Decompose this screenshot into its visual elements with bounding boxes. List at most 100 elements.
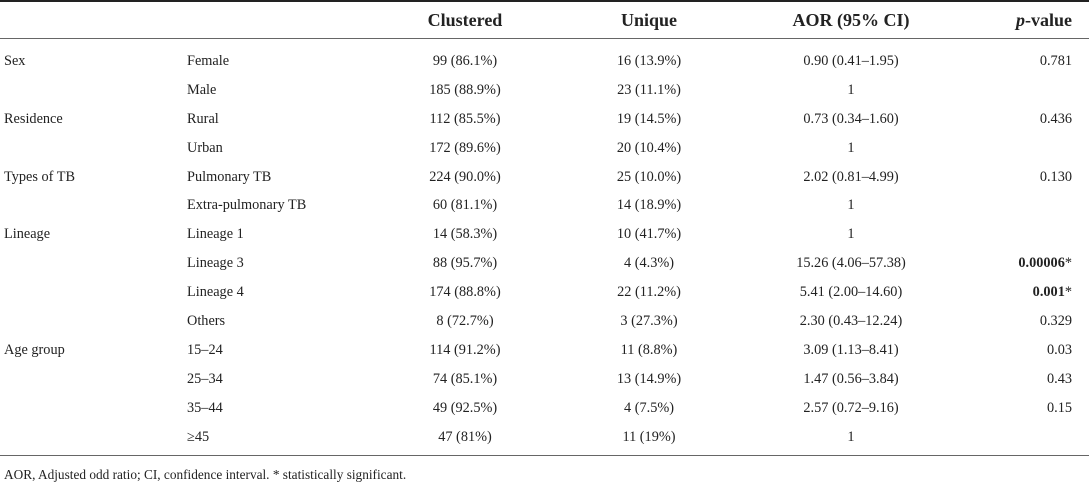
row-subgroup-label: 35–44	[187, 399, 223, 416]
cell-p-value: 0.436	[1040, 105, 1072, 134]
cell-clustered: 224 (90.0%)	[429, 168, 501, 185]
row-subgroup-label: Others	[187, 313, 226, 330]
cell-clustered: 60 (81.1%)	[432, 197, 498, 214]
table-row: Lineage Lineage 1 14 (58.3%) 10 (41.7%) 1	[0, 220, 1089, 249]
cell-unique: 13 (14.9%)	[616, 370, 682, 387]
cell-aor: 1	[847, 226, 855, 243]
table-row: Types of TB Pulmonary TB 224 (90.0%) 25 (10…	[0, 163, 1089, 192]
cell-unique: 23 (11.1%)	[617, 81, 681, 98]
header-unique: Unique	[620, 10, 678, 30]
cell-unique: 11 (19%)	[622, 428, 676, 445]
table-row: Residence Rural 112 (85.5%) 19 (14.5%) 0.73 …	[0, 105, 1089, 134]
row-subgroup-label: Female	[187, 53, 230, 69]
significance-mark: *	[1064, 255, 1072, 272]
row-subgroup-label: Pulmonary TB	[187, 168, 272, 185]
cell-clustered: 8 (72.7%)	[436, 313, 494, 330]
table-bottom-rule	[0, 455, 1089, 456]
cell-p-value: 0.15	[1047, 394, 1072, 423]
cell-clustered: 88 (95.7%)	[432, 255, 498, 272]
significance-mark: *	[1064, 284, 1072, 301]
cell-p-value: 0.329	[1040, 307, 1072, 336]
p-value-number: 0.329	[1039, 313, 1072, 330]
cell-p-value: 0.43	[1047, 365, 1072, 394]
cell-aor: 0.73 (0.34–1.60)	[803, 110, 899, 127]
p-value-number: 0.130	[1039, 168, 1072, 185]
cell-unique: 22 (11.2%)	[617, 284, 681, 301]
table-row: 35–44 49 (92.5%) 4 (7.5%) 2.57 (0.72–9.16) 0…	[0, 394, 1089, 423]
cell-clustered: 172 (89.6%)	[429, 139, 501, 156]
row-subgroup-label: Rural	[187, 110, 219, 127]
p-value-number: 0.436	[1039, 110, 1072, 127]
header-p-value: p-value	[1016, 2, 1072, 38]
cell-clustered: 174 (88.8%)	[429, 284, 501, 301]
cell-clustered: 112 (85.5%)	[429, 110, 501, 127]
cell-p-value: 0.001*	[1033, 278, 1072, 307]
cell-aor: 3.09 (1.13–8.41)	[803, 341, 899, 358]
header-clustered: Clustered	[427, 10, 503, 30]
cell-clustered: 114 (91.2%)	[429, 341, 501, 358]
cell-unique: 25 (10.0%)	[616, 168, 682, 185]
cell-unique: 10 (41.7%)	[616, 226, 682, 243]
header-p-rest: -value	[1025, 10, 1072, 30]
row-subgroup-label: 25–34	[187, 370, 223, 387]
cell-unique: 11 (8.8%)	[620, 341, 678, 358]
cell-p-value: 0.781	[1040, 47, 1072, 76]
cell-unique: 4 (7.5%)	[623, 399, 675, 416]
cell-clustered: 185 (88.9%)	[429, 81, 501, 98]
cell-unique: 4 (4.3%)	[623, 255, 675, 272]
cell-aor: 2.30 (0.43–12.24)	[799, 313, 903, 330]
cell-aor: 2.02 (0.81–4.99)	[803, 168, 899, 185]
p-value-number: 0.43	[1046, 370, 1072, 387]
cell-p-value: 0.00006*	[1018, 249, 1072, 278]
row-group-label: Age group	[4, 341, 65, 358]
cell-clustered: 74 (85.1%)	[432, 370, 498, 387]
table-row: 25–34 74 (85.1%) 13 (14.9%) 1.47 (0.56–3.84…	[0, 365, 1089, 394]
header-aor: AOR (95% CI)	[792, 10, 910, 30]
cell-aor: 1	[847, 81, 855, 98]
cell-unique: 14 (18.9%)	[616, 197, 682, 214]
row-subgroup-label: Extra-pulmonary TB	[187, 197, 307, 214]
table-row: ≥45 47 (81%) 11 (19%) 1	[0, 423, 1089, 452]
cell-clustered: 99 (86.1%)	[432, 53, 498, 69]
p-value-number: 0.03	[1046, 341, 1072, 358]
p-value-number: 0.00006	[1018, 255, 1065, 272]
table-row: Lineage 4 174 (88.8%) 22 (11.2%) 5.41 (2.00…	[0, 278, 1089, 307]
cell-clustered: 49 (92.5%)	[432, 399, 498, 416]
header-p-italic: p	[1016, 10, 1025, 30]
row-subgroup-label: ≥45	[187, 428, 210, 445]
cell-p-value: 0.130	[1040, 163, 1072, 192]
table-top-rule	[0, 0, 1089, 2]
table-row: Sex Female 99 (86.1%) 16 (13.9%) 0.90 (0.41–…	[0, 47, 1089, 76]
table-row: Lineage 3 88 (95.7%) 4 (4.3%) 15.26 (4.06–5…	[0, 249, 1089, 278]
cell-unique: 19 (14.5%)	[616, 110, 682, 127]
row-group-label: Types of TB	[4, 168, 76, 185]
row-subgroup-label: Lineage 1	[187, 226, 244, 243]
cell-aor: 1	[847, 428, 855, 445]
cell-unique: 20 (10.4%)	[616, 139, 682, 156]
cell-aor: 1	[847, 197, 855, 214]
p-value-number: 0.781	[1039, 53, 1072, 69]
table-row: Male 185 (88.9%) 23 (11.1%) 1	[0, 76, 1089, 105]
row-group-label: Residence	[4, 110, 63, 127]
cell-aor: 5.41 (2.00–14.60)	[799, 284, 903, 301]
row-subgroup-label: Lineage 4	[187, 284, 244, 301]
cell-aor: 15.26 (4.06–57.38)	[796, 255, 906, 272]
cell-clustered: 47 (81%)	[438, 428, 492, 445]
table-row: Extra-pulmonary TB 60 (81.1%) 14 (18.9%) 1	[0, 191, 1089, 220]
table-footnote: AOR, Adjusted odd ratio; CI, confidence …	[4, 467, 407, 482]
cell-aor: 1.47 (0.56–3.84)	[803, 370, 899, 387]
cell-p-value: 0.03	[1047, 336, 1072, 365]
cell-aor: 1	[847, 139, 855, 156]
p-value-number: 0.15	[1046, 399, 1072, 416]
cell-unique: 16 (13.9%)	[616, 53, 682, 69]
cell-unique: 3 (27.3%)	[620, 313, 678, 330]
table-header: Clustered Unique AOR (95% CI) p-value	[0, 0, 1089, 38]
row-subgroup-label: 15–24	[187, 341, 223, 358]
table-row: Others 8 (72.7%) 3 (27.3%) 2.30 (0.43–12.24…	[0, 307, 1089, 336]
table-header-rule	[0, 38, 1089, 39]
table-row: Urban 172 (89.6%) 20 (10.4%) 1	[0, 134, 1089, 163]
table-body: Sex Female 99 (86.1%) 16 (13.9%) 0.90 (0.41–…	[0, 47, 1089, 451]
table-row: Age group 15–24 114 (91.2%) 11 (8.8%) 3.09 (…	[0, 336, 1089, 365]
cell-clustered: 14 (58.3%)	[432, 226, 498, 243]
row-subgroup-label: Lineage 3	[187, 255, 244, 272]
